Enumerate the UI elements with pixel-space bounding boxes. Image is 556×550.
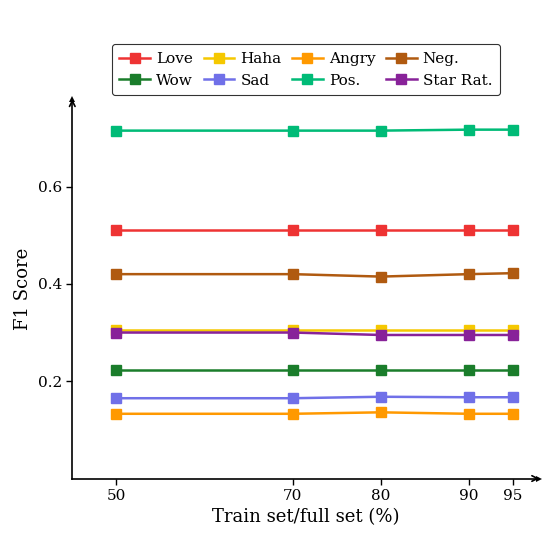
Sad	[465, 394, 472, 400]
Love	[509, 227, 516, 234]
Star Rat.	[113, 329, 120, 336]
Haha	[289, 327, 296, 333]
Haha	[378, 327, 384, 333]
Line: Love: Love	[112, 226, 518, 235]
Line: Sad: Sad	[112, 392, 518, 403]
Love	[289, 227, 296, 234]
Line: Neg.: Neg.	[112, 268, 518, 282]
Line: Haha: Haha	[112, 325, 518, 335]
Wow	[378, 367, 384, 374]
Legend: Love, Wow, Haha, Sad, Angry, Pos., Neg., Star Rat.: Love, Wow, Haha, Sad, Angry, Pos., Neg.,…	[112, 45, 500, 95]
Neg.	[289, 271, 296, 277]
Angry	[113, 410, 120, 417]
Neg.	[113, 271, 120, 277]
Wow	[509, 367, 516, 374]
Y-axis label: F1 Score: F1 Score	[14, 248, 32, 330]
Wow	[465, 367, 472, 374]
Haha	[113, 327, 120, 333]
Star Rat.	[289, 329, 296, 336]
Neg.	[378, 273, 384, 280]
Neg.	[509, 270, 516, 277]
Angry	[289, 410, 296, 417]
X-axis label: Train set/full set (%): Train set/full set (%)	[212, 508, 400, 526]
Star Rat.	[378, 332, 384, 338]
Love	[113, 227, 120, 234]
Angry	[465, 410, 472, 417]
Sad	[378, 393, 384, 400]
Pos.	[378, 128, 384, 134]
Wow	[289, 367, 296, 374]
Pos.	[509, 126, 516, 133]
Angry	[509, 410, 516, 417]
Haha	[465, 327, 472, 333]
Line: Angry: Angry	[112, 408, 518, 419]
Line: Wow: Wow	[112, 366, 518, 375]
Angry	[378, 409, 384, 416]
Love	[378, 227, 384, 234]
Sad	[509, 394, 516, 400]
Star Rat.	[465, 332, 472, 338]
Wow	[113, 367, 120, 374]
Haha	[509, 327, 516, 333]
Pos.	[465, 126, 472, 133]
Line: Star Rat.: Star Rat.	[112, 328, 518, 340]
Star Rat.	[509, 332, 516, 338]
Sad	[113, 395, 120, 402]
Neg.	[465, 271, 472, 277]
Sad	[289, 395, 296, 402]
Line: Pos.: Pos.	[112, 125, 518, 135]
Pos.	[113, 128, 120, 134]
Pos.	[289, 128, 296, 134]
Love	[465, 227, 472, 234]
